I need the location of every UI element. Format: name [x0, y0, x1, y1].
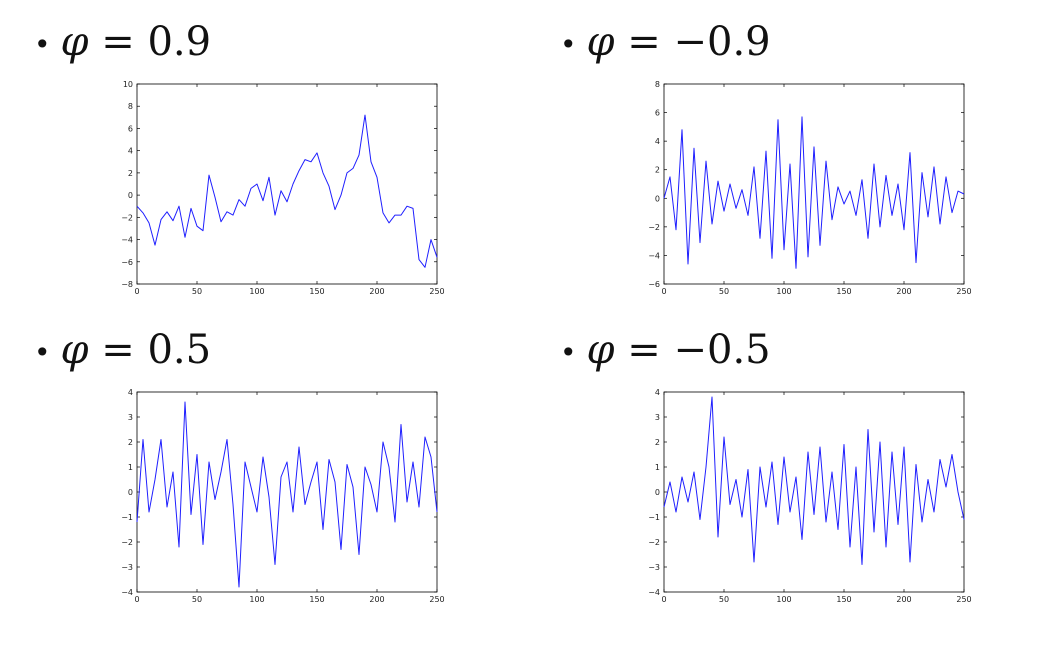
x-tick-label: 150 — [309, 287, 324, 296]
y-tick-label: 4 — [655, 137, 660, 146]
y-tick-label: 8 — [128, 102, 133, 111]
x-tick-label: 50 — [192, 595, 202, 604]
y-tick-label: −8 — [121, 280, 133, 289]
y-tick-label: 2 — [655, 166, 660, 175]
series-line — [136, 401, 438, 588]
x-tick-label: 0 — [661, 287, 666, 296]
y-tick-label: 4 — [128, 388, 133, 397]
y-tick-label: 0 — [655, 488, 660, 497]
heading-phi-0-9: • φ = 0.9 — [34, 22, 211, 62]
phi-symbol: φ — [586, 327, 615, 373]
phi-value: −0.5 — [673, 327, 771, 373]
plot-frame — [663, 83, 965, 285]
y-tick-label: 6 — [128, 124, 133, 133]
bullet-icon: • — [560, 28, 577, 61]
x-tick-label: 0 — [661, 595, 666, 604]
y-tick-label: −4 — [121, 588, 133, 597]
chart-phi-neg-0-5: 0 50 100 150 200 250 −4 −3 −2 −1 0 1 2 3 4 — [648, 388, 971, 604]
x-tick-label: 150 — [309, 595, 324, 604]
x-tick-label: 50 — [719, 287, 729, 296]
phi-value: −0.9 — [673, 19, 771, 65]
equals-sign: = — [627, 327, 661, 373]
x-tick-label: 100 — [776, 287, 791, 296]
x-tick-label: 100 — [249, 287, 264, 296]
x-tick-label: 50 — [192, 287, 202, 296]
y-tick-label: −4 — [648, 588, 660, 597]
y-tick-label: −4 — [648, 251, 660, 260]
x-tick-label: 250 — [429, 595, 444, 604]
y-tick-label: 0 — [128, 191, 133, 200]
y-tick-label: 1 — [655, 463, 660, 472]
y-tick-label: −6 — [121, 258, 133, 267]
equals-sign: = — [627, 19, 661, 65]
x-tick-label: 200 — [896, 595, 911, 604]
plot-frame — [136, 83, 438, 285]
y-tick-label: 10 — [123, 80, 133, 89]
y-tick-label: −2 — [121, 213, 133, 222]
y-tick-label: 2 — [128, 169, 133, 178]
equals-sign: = — [101, 19, 135, 65]
x-tick-label: 250 — [429, 287, 444, 296]
y-tick-label: 1 — [128, 463, 133, 472]
series-line — [663, 396, 965, 565]
bullet-icon: • — [560, 336, 577, 369]
y-tick-label: −3 — [121, 563, 133, 572]
phi-symbol: φ — [60, 19, 89, 65]
y-tick-label: −3 — [648, 563, 660, 572]
x-tick-label: 150 — [836, 287, 851, 296]
y-tick-label: 4 — [655, 388, 660, 397]
y-tick-label: 0 — [128, 488, 133, 497]
y-tick-label: −2 — [121, 538, 133, 547]
y-tick-label: 3 — [655, 413, 660, 422]
heading-phi-0-5: • φ = 0.5 — [34, 330, 211, 370]
x-tick-label: 200 — [369, 595, 384, 604]
y-tick-label: −2 — [648, 538, 660, 547]
x-tick-label: 150 — [836, 595, 851, 604]
phi-value: 0.5 — [147, 327, 212, 373]
phi-value: 0.9 — [147, 19, 212, 65]
x-tick-label: 250 — [956, 287, 971, 296]
y-tick-label: 2 — [128, 438, 133, 447]
series-line — [136, 114, 438, 268]
y-tick-label: −4 — [121, 236, 133, 245]
chart-phi-0-9: 0 50 100 150 200 250 −8 −6 −4 −2 0 2 4 6 8 10 — [121, 80, 444, 296]
x-tick-label: 100 — [249, 595, 264, 604]
series-line — [663, 116, 965, 269]
chart-phi-neg-0-9: 0 50 100 150 200 250 −6 −4 −2 0 2 4 6 8 — [648, 80, 971, 296]
phi-symbol: φ — [586, 19, 615, 65]
bullet-icon: • — [34, 28, 51, 61]
x-tick-label: 50 — [719, 595, 729, 604]
equals-sign: = — [101, 327, 135, 373]
x-tick-label: 200 — [896, 287, 911, 296]
x-tick-label: 100 — [776, 595, 791, 604]
x-tick-label: 200 — [369, 287, 384, 296]
y-tick-label: 4 — [128, 147, 133, 156]
y-tick-label: −1 — [121, 513, 133, 522]
heading-phi-neg-0-5: • φ = −0.5 — [560, 330, 771, 370]
chart-phi-0-5: 0 50 100 150 200 250 −4 −3 −2 −1 0 1 2 3 4 — [121, 388, 444, 604]
y-tick-label: 3 — [128, 413, 133, 422]
plot-frame — [136, 391, 438, 593]
y-tick-label: 2 — [655, 438, 660, 447]
y-tick-label: −1 — [648, 513, 660, 522]
x-tick-label: 250 — [956, 595, 971, 604]
x-tick-label: 0 — [134, 287, 139, 296]
y-tick-label: 6 — [655, 109, 660, 118]
y-tick-label: −6 — [648, 280, 660, 289]
bullet-icon: • — [34, 336, 51, 369]
y-tick-label: −2 — [648, 223, 660, 232]
heading-phi-neg-0-9: • φ = −0.9 — [560, 22, 771, 62]
y-tick-label: 8 — [655, 80, 660, 89]
x-tick-label: 0 — [134, 595, 139, 604]
phi-symbol: φ — [60, 327, 89, 373]
y-tick-label: 0 — [655, 194, 660, 203]
